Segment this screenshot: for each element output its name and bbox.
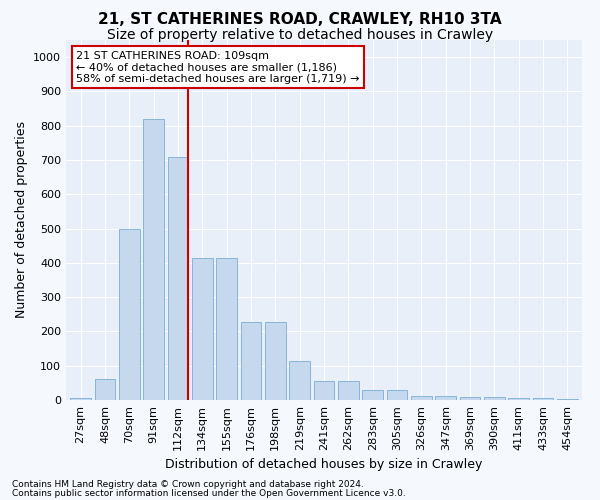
Bar — [265, 322, 286, 400]
Y-axis label: Number of detached properties: Number of detached properties — [14, 122, 28, 318]
Bar — [386, 390, 407, 400]
Bar — [143, 119, 164, 400]
Bar — [241, 322, 262, 400]
Bar — [508, 398, 529, 400]
X-axis label: Distribution of detached houses by size in Crawley: Distribution of detached houses by size … — [166, 458, 482, 471]
Bar — [338, 381, 359, 400]
Bar — [314, 381, 334, 400]
Text: 21, ST CATHERINES ROAD, CRAWLEY, RH10 3TA: 21, ST CATHERINES ROAD, CRAWLEY, RH10 3T… — [98, 12, 502, 28]
Text: Contains HM Land Registry data © Crown copyright and database right 2024.: Contains HM Land Registry data © Crown c… — [12, 480, 364, 489]
Bar — [411, 396, 432, 400]
Bar — [533, 398, 553, 400]
Text: Size of property relative to detached houses in Crawley: Size of property relative to detached ho… — [107, 28, 493, 42]
Bar — [289, 360, 310, 400]
Bar — [167, 156, 188, 400]
Bar — [557, 399, 578, 400]
Bar — [216, 258, 237, 400]
Bar — [192, 258, 212, 400]
Bar — [119, 228, 140, 400]
Bar — [460, 396, 481, 400]
Text: 21 ST CATHERINES ROAD: 109sqm
← 40% of detached houses are smaller (1,186)
58% o: 21 ST CATHERINES ROAD: 109sqm ← 40% of d… — [76, 51, 360, 84]
Bar — [95, 380, 115, 400]
Text: Contains public sector information licensed under the Open Government Licence v3: Contains public sector information licen… — [12, 488, 406, 498]
Bar — [484, 396, 505, 400]
Bar — [436, 396, 456, 400]
Bar — [362, 390, 383, 400]
Bar — [70, 398, 91, 400]
